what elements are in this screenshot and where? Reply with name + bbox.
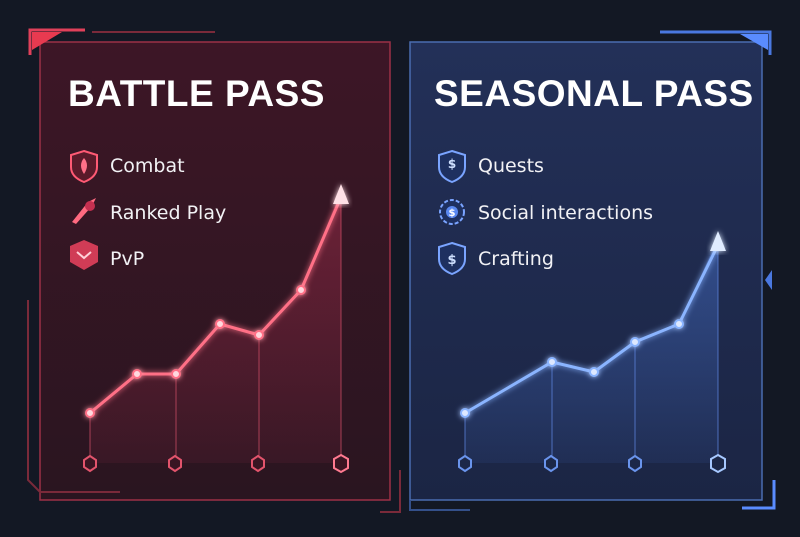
- feature-label: PvP: [110, 248, 144, 270]
- seasonal-pass-panel: $ $ $: [409, 30, 776, 511]
- feature-label: Quests: [478, 155, 544, 177]
- icon-glyph: $: [448, 157, 456, 171]
- feature-label: Combat: [110, 155, 185, 177]
- icon-glyph: $: [447, 253, 456, 268]
- feature-label: Social interactions: [478, 202, 653, 224]
- icon-glyph: $: [449, 208, 456, 219]
- feature-label: Crafting: [478, 248, 554, 270]
- panel-title: SEASONAL PASS: [434, 73, 754, 114]
- panel-title: BATTLE PASS: [68, 73, 325, 114]
- battle-pass-panel: [27, 28, 401, 513]
- feature-label: Ranked Play: [110, 202, 226, 224]
